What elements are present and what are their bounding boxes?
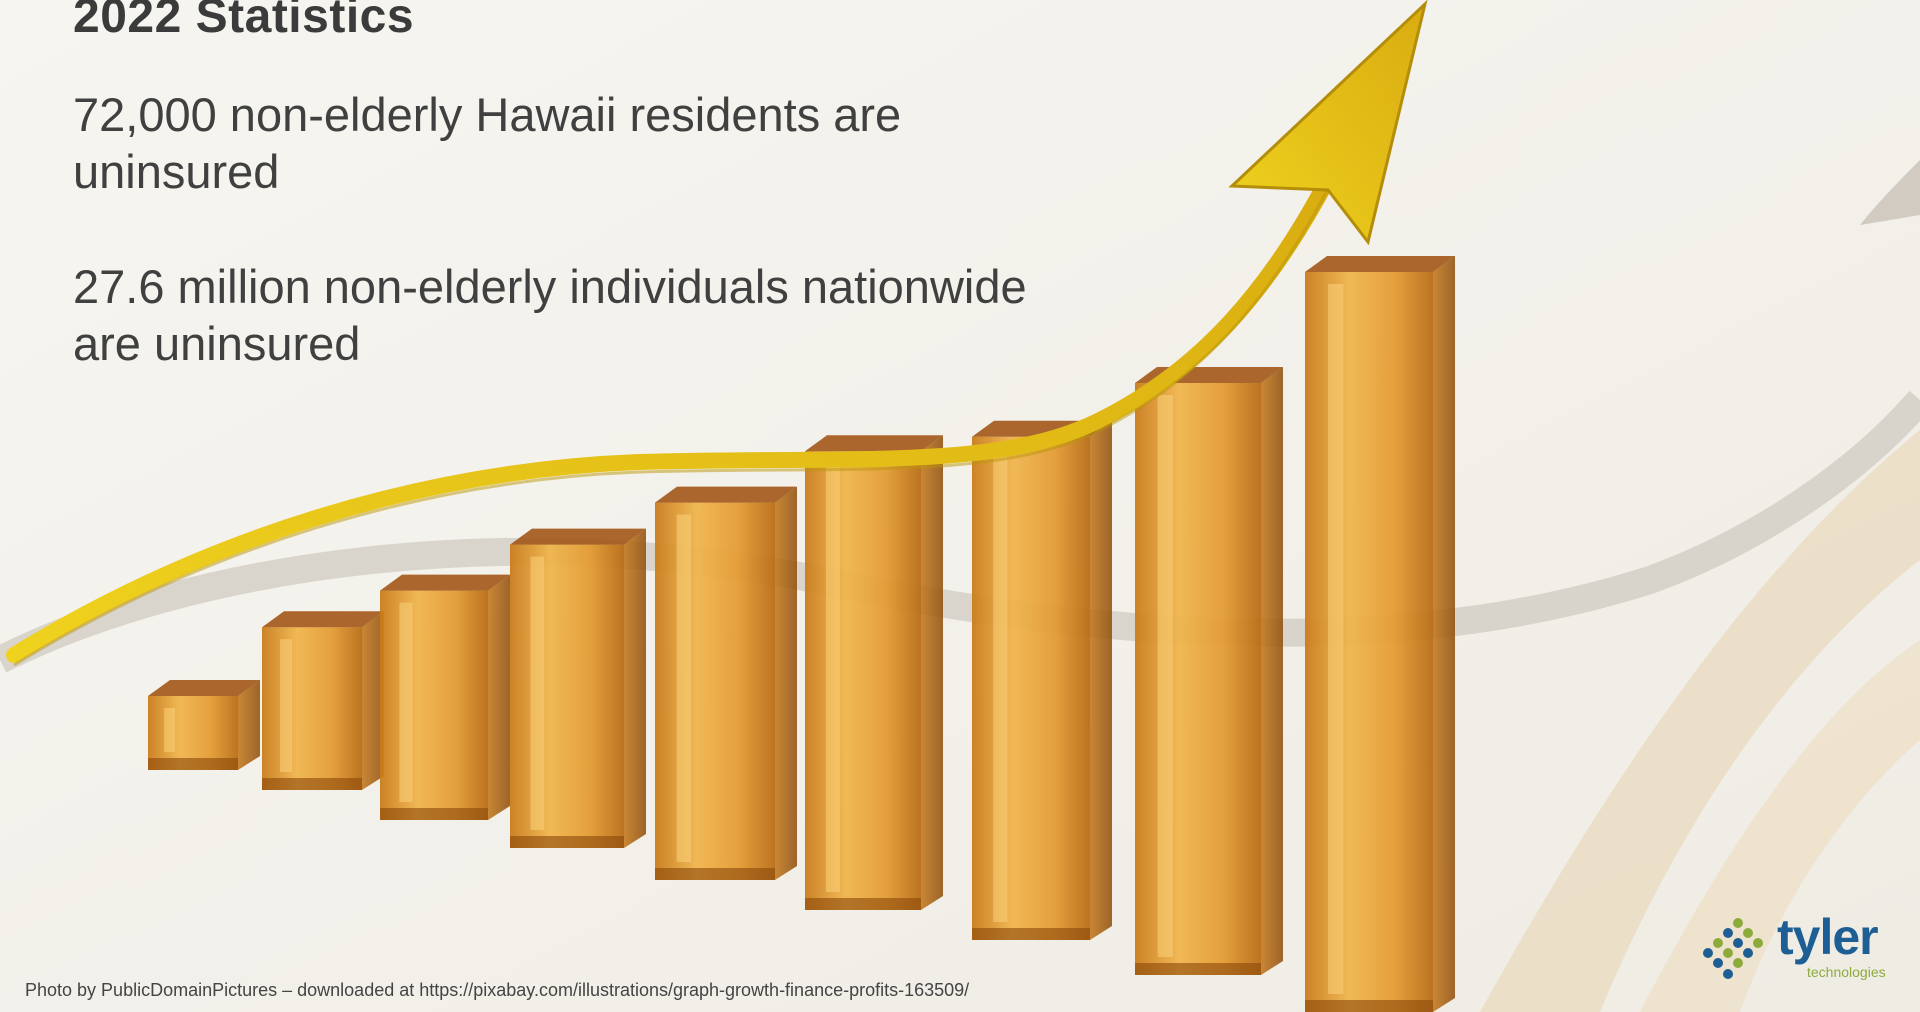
- graph-bar: [510, 528, 646, 848]
- tyler-logo-mark-icon: [1703, 918, 1763, 979]
- tyler-technologies-logo: tyler technologies: [1702, 909, 1892, 980]
- graph-bar: [262, 611, 384, 790]
- stat-hawaii-uninsured: 72,000 non-elderly Hawaii residents are …: [73, 88, 902, 198]
- graph-bar: [380, 574, 510, 820]
- graph-bar: [972, 420, 1112, 940]
- logo-subtitle: technologies: [1807, 964, 1886, 980]
- photo-credit: Photo by PublicDomainPictures – download…: [25, 980, 970, 1000]
- graph-bar: [805, 435, 943, 910]
- stat-nationwide-uninsured: 27.6 million non-elderly individuals nat…: [73, 260, 1027, 370]
- graph-bar: [1135, 367, 1283, 975]
- graph-bar: [1305, 256, 1455, 1012]
- graph-bar: [655, 486, 797, 880]
- graph-bar: [148, 680, 260, 770]
- slide-title: 2022 Statistics: [73, 0, 415, 43]
- logo-wordmark: tyler: [1777, 909, 1879, 965]
